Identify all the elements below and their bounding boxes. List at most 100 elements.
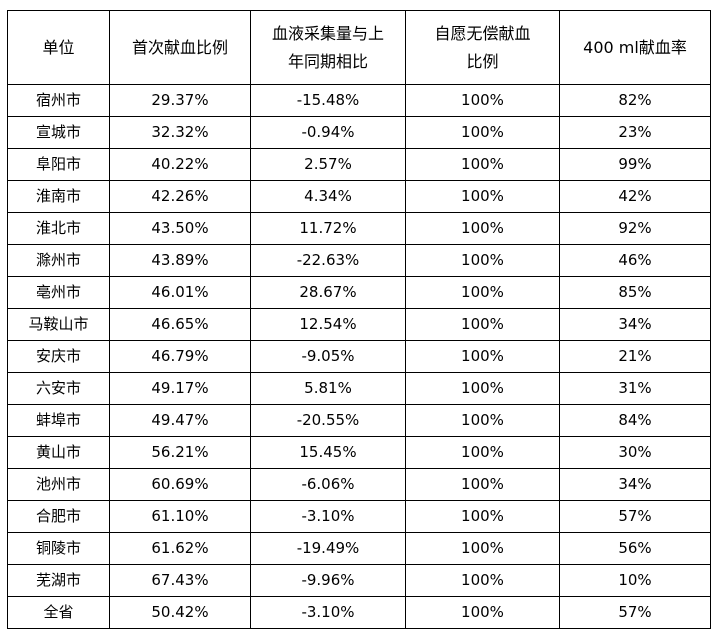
cell-first-time-ratio: 43.50% — [109, 212, 251, 245]
cell-yoy-change: -9.05% — [250, 340, 406, 373]
table-row: 黄山市 56.21% 15.45% 100% 30% — [7, 436, 711, 469]
cell-yoy-change: 12.54% — [250, 308, 406, 341]
cell-voluntary-ratio: 100% — [405, 244, 560, 277]
cell-400ml-rate: 46% — [559, 244, 711, 277]
cell-unit: 全省 — [7, 596, 110, 629]
cell-first-time-ratio: 49.47% — [109, 404, 251, 437]
cell-yoy-change: -20.55% — [250, 404, 406, 437]
table-row: 宿州市 29.37% -15.48% 100% 82% — [7, 84, 711, 117]
header-first-time-ratio-label: 首次献血比例 — [131, 37, 228, 57]
cell-voluntary-ratio: 100% — [405, 308, 560, 341]
table-row: 六安市 49.17% 5.81% 100% 31% — [7, 372, 711, 405]
cell-400ml-rate: 85% — [559, 276, 711, 309]
cell-400ml-rate: 56% — [559, 532, 711, 565]
header-400ml-rate: 400 ml献血率 — [559, 10, 711, 85]
cell-400ml-rate: 21% — [559, 340, 711, 373]
table-row: 马鞍山市 46.65% 12.54% 100% 34% — [7, 308, 711, 341]
cell-yoy-change: -3.10% — [250, 596, 406, 629]
cell-unit: 宣城市 — [7, 116, 110, 149]
cell-unit: 淮南市 — [7, 180, 110, 213]
header-400ml-rate-label: 400 ml献血率 — [583, 37, 687, 57]
cell-first-time-ratio: 43.89% — [109, 244, 251, 277]
cell-unit: 黄山市 — [7, 436, 110, 469]
cell-voluntary-ratio: 100% — [405, 436, 560, 469]
cell-voluntary-ratio: 100% — [405, 468, 560, 501]
header-voluntary-line1: 自愿无偿献血 — [434, 23, 531, 43]
cell-first-time-ratio: 49.17% — [109, 372, 251, 405]
header-first-time-ratio: 首次献血比例 — [109, 10, 251, 85]
cell-voluntary-ratio: 100% — [405, 404, 560, 437]
cell-voluntary-ratio: 100% — [405, 212, 560, 245]
cell-yoy-change: -9.96% — [250, 564, 406, 597]
cell-first-time-ratio: 29.37% — [109, 84, 251, 117]
cell-yoy-change: -3.10% — [250, 500, 406, 533]
cell-yoy-change: -6.06% — [250, 468, 406, 501]
header-unit-label: 单位 — [42, 37, 75, 57]
cell-unit: 安庆市 — [7, 340, 110, 373]
cell-unit: 铜陵市 — [7, 532, 110, 565]
table-row: 淮南市 42.26% 4.34% 100% 42% — [7, 180, 711, 213]
cell-yoy-change: 15.45% — [250, 436, 406, 469]
header-voluntary-line2: 比例 — [466, 51, 499, 71]
cell-yoy-change: 5.81% — [250, 372, 406, 405]
table-body: 宿州市 29.37% -15.48% 100% 82% 宣城市 32.32% -0.94% 10… — [7, 84, 711, 629]
cell-first-time-ratio: 46.01% — [109, 276, 251, 309]
cell-yoy-change: -0.94% — [250, 116, 406, 149]
cell-first-time-ratio: 40.22% — [109, 148, 251, 181]
cell-400ml-rate: 10% — [559, 564, 711, 597]
table-header: 单位 首次献血比例 血液采集量与上 年同期相比 自愿无偿献血 比例 400 ml… — [7, 10, 711, 85]
cell-400ml-rate: 84% — [559, 404, 711, 437]
header-yoy-change-line1: 血液采集量与上 — [271, 23, 384, 43]
cell-400ml-rate: 42% — [559, 180, 711, 213]
cell-yoy-change: 28.67% — [250, 276, 406, 309]
cell-first-time-ratio: 46.65% — [109, 308, 251, 341]
table-row: 亳州市 46.01% 28.67% 100% 85% — [7, 276, 711, 309]
cell-first-time-ratio: 46.79% — [109, 340, 251, 373]
table-row: 滁州市 43.89% -22.63% 100% 46% — [7, 244, 711, 277]
table-row: 合肥市 61.10% -3.10% 100% 57% — [7, 500, 711, 533]
cell-voluntary-ratio: 100% — [405, 276, 560, 309]
cell-400ml-rate: 30% — [559, 436, 711, 469]
table-row: 阜阳市 40.22% 2.57% 100% 99% — [7, 148, 711, 181]
cell-yoy-change: 11.72% — [250, 212, 406, 245]
cell-unit: 六安市 — [7, 372, 110, 405]
table-row: 全省 50.42% -3.10% 100% 57% — [7, 596, 711, 629]
cell-400ml-rate: 57% — [559, 500, 711, 533]
cell-first-time-ratio: 42.26% — [109, 180, 251, 213]
cell-400ml-rate: 31% — [559, 372, 711, 405]
cell-voluntary-ratio: 100% — [405, 84, 560, 117]
blood-donation-table-container: 单位 首次献血比例 血液采集量与上 年同期相比 自愿无偿献血 比例 400 ml… — [7, 10, 711, 629]
cell-yoy-change: -15.48% — [250, 84, 406, 117]
cell-yoy-change: 4.34% — [250, 180, 406, 213]
table-row: 淮北市 43.50% 11.72% 100% 92% — [7, 212, 711, 245]
table-row: 芜湖市 67.43% -9.96% 100% 10% — [7, 564, 711, 597]
cell-400ml-rate: 92% — [559, 212, 711, 245]
cell-voluntary-ratio: 100% — [405, 564, 560, 597]
cell-voluntary-ratio: 100% — [405, 596, 560, 629]
cell-first-time-ratio: 32.32% — [109, 116, 251, 149]
cell-unit: 合肥市 — [7, 500, 110, 533]
cell-voluntary-ratio: 100% — [405, 180, 560, 213]
cell-unit: 亳州市 — [7, 276, 110, 309]
cell-voluntary-ratio: 100% — [405, 532, 560, 565]
header-row: 单位 首次献血比例 血液采集量与上 年同期相比 自愿无偿献血 比例 400 ml… — [7, 10, 711, 85]
cell-first-time-ratio: 60.69% — [109, 468, 251, 501]
cell-unit: 淮北市 — [7, 212, 110, 245]
cell-voluntary-ratio: 100% — [405, 340, 560, 373]
header-yoy-change-line2: 年同期相比 — [287, 51, 368, 71]
table-row: 蚌埠市 49.47% -20.55% 100% 84% — [7, 404, 711, 437]
header-voluntary-ratio: 自愿无偿献血 比例 — [405, 10, 560, 85]
table-row: 宣城市 32.32% -0.94% 100% 23% — [7, 116, 711, 149]
cell-400ml-rate: 57% — [559, 596, 711, 629]
cell-400ml-rate: 82% — [559, 84, 711, 117]
cell-unit: 宿州市 — [7, 84, 110, 117]
cell-voluntary-ratio: 100% — [405, 116, 560, 149]
cell-first-time-ratio: 50.42% — [109, 596, 251, 629]
cell-unit: 滁州市 — [7, 244, 110, 277]
cell-unit: 蚌埠市 — [7, 404, 110, 437]
cell-400ml-rate: 34% — [559, 468, 711, 501]
cell-first-time-ratio: 67.43% — [109, 564, 251, 597]
cell-yoy-change: 2.57% — [250, 148, 406, 181]
table-row: 铜陵市 61.62% -19.49% 100% 56% — [7, 532, 711, 565]
cell-first-time-ratio: 61.62% — [109, 532, 251, 565]
